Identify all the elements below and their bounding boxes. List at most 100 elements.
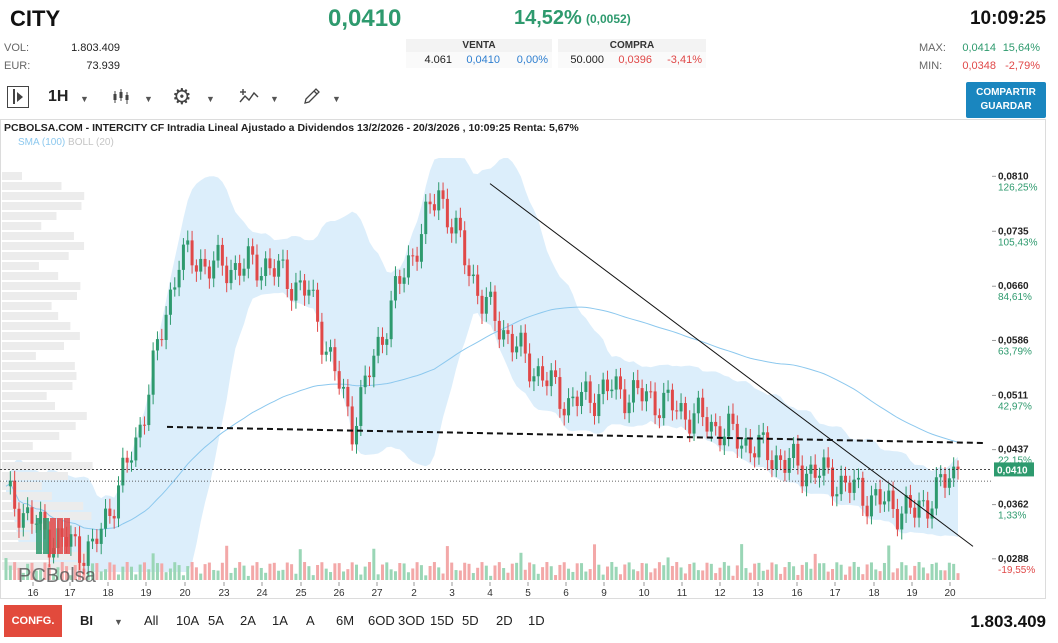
volume-profile-bar xyxy=(2,342,64,350)
period-15d[interactable]: 15D xyxy=(430,613,454,628)
candle-body xyxy=(121,457,125,486)
volume-bar xyxy=(939,570,943,580)
volume-bar xyxy=(168,568,172,580)
volume-bar xyxy=(471,573,475,580)
volume-bar xyxy=(562,562,566,580)
volume-bar xyxy=(463,562,467,580)
volume-bar xyxy=(246,575,250,580)
volume-bar xyxy=(895,568,899,580)
x-tick-label: 19 xyxy=(906,588,918,599)
candle-body xyxy=(649,391,653,393)
volume-bar xyxy=(623,564,627,580)
x-tick-label: 18 xyxy=(868,588,880,599)
interval-chevron-down-icon[interactable]: ▼ xyxy=(80,94,89,104)
candle-body xyxy=(489,291,493,297)
volume-profile-bar xyxy=(2,552,89,560)
compra-qty: 50.000 xyxy=(570,54,604,66)
volume-bar xyxy=(320,562,324,580)
candle-body xyxy=(411,255,415,257)
volume-bar xyxy=(740,544,744,580)
period-6od[interactable]: 6OD xyxy=(368,613,395,628)
volume-bar xyxy=(251,565,255,580)
candle-body xyxy=(796,443,800,466)
volume-profile-bar xyxy=(2,352,36,360)
volume-profile-bar xyxy=(2,192,85,200)
period-3od[interactable]: 3OD xyxy=(398,613,425,628)
volume-bar xyxy=(865,564,869,580)
panel-toggle-button[interactable] xyxy=(7,86,29,108)
period-5a[interactable]: 5A xyxy=(208,613,224,628)
share-save-button[interactable]: COMPARTIR GUARDAR xyxy=(966,82,1046,118)
period-all[interactable]: All xyxy=(144,613,159,628)
volume-bar xyxy=(329,572,333,580)
venta-row xyxy=(406,52,552,68)
candle-body xyxy=(30,507,34,524)
candle-body xyxy=(242,268,246,276)
mode-chevron-down-icon[interactable]: ▼ xyxy=(114,617,123,627)
indicators-chevron-down-icon[interactable]: ▼ xyxy=(270,94,279,104)
volume-bar xyxy=(277,570,281,580)
volume-bar xyxy=(43,562,47,580)
indicators-icon[interactable] xyxy=(238,88,260,106)
volume-bar xyxy=(26,563,30,580)
period-2a[interactable]: 2A xyxy=(240,613,256,628)
candle-body xyxy=(311,289,315,291)
volume-bar xyxy=(34,570,38,580)
draw-chevron-down-icon[interactable]: ▼ xyxy=(332,94,341,104)
pencil-icon[interactable] xyxy=(302,88,322,106)
volume-bar xyxy=(917,562,921,580)
gear-icon[interactable]: ⚙ xyxy=(172,84,192,109)
volume-bar xyxy=(567,568,571,580)
venta-header xyxy=(406,39,552,53)
period-a[interactable]: A xyxy=(306,613,315,628)
volume-bar xyxy=(502,568,506,580)
volume-bar xyxy=(39,569,43,580)
volume-bar xyxy=(792,566,796,580)
volume-bar xyxy=(164,572,168,580)
interval-selector[interactable]: 1H xyxy=(48,88,69,105)
volume-bar xyxy=(402,563,406,580)
candle-body xyxy=(856,477,860,480)
candle-body xyxy=(216,244,220,261)
period-2d[interactable]: 2D xyxy=(496,613,513,628)
candle-body xyxy=(908,495,912,508)
eur-label: EUR: xyxy=(4,60,31,72)
x-tick-label: 12 xyxy=(714,588,726,599)
volume-bar xyxy=(376,574,380,580)
period-10a[interactable]: 10A xyxy=(176,613,200,628)
candle-body xyxy=(515,346,519,353)
candle-body xyxy=(809,464,813,474)
watermark-logo-bar xyxy=(43,518,49,554)
volume-profile-bar xyxy=(2,242,85,250)
volume-bar xyxy=(549,566,553,580)
candle-type-icon[interactable] xyxy=(112,88,132,106)
mode-selector[interactable]: BI xyxy=(80,613,93,628)
min-value: 0,0348 xyxy=(962,60,996,72)
period-5d[interactable]: 5D xyxy=(462,613,479,628)
play-icon xyxy=(17,92,23,102)
period-6m[interactable]: 6M xyxy=(336,613,355,628)
x-tick-label: 19 xyxy=(140,588,152,599)
y-tick-percent: 22,15% xyxy=(998,456,1032,467)
config-button[interactable]: CONFG. xyxy=(4,605,62,637)
candle-body xyxy=(78,536,82,563)
compra-label: COMPRA xyxy=(609,40,655,51)
volume-bar xyxy=(428,566,432,580)
candle-body xyxy=(13,480,17,509)
candle-chevron-down-icon[interactable]: ▼ xyxy=(144,94,153,104)
volume-bar xyxy=(826,571,830,580)
period-1d[interactable]: 1D xyxy=(528,613,545,628)
volume-bar xyxy=(709,563,713,580)
period-1a[interactable]: 1A xyxy=(272,613,288,628)
volume-bar xyxy=(181,575,185,580)
x-tick-label: 20 xyxy=(179,588,191,599)
candle-body xyxy=(714,421,718,427)
volume-profile-bar xyxy=(2,202,82,210)
volume-bar xyxy=(519,552,523,580)
volume-bar xyxy=(207,562,211,580)
candle-body xyxy=(852,479,856,493)
settings-chevron-down-icon[interactable]: ▼ xyxy=(206,94,215,104)
volume-bar xyxy=(30,562,34,580)
volume-bar xyxy=(618,574,622,580)
